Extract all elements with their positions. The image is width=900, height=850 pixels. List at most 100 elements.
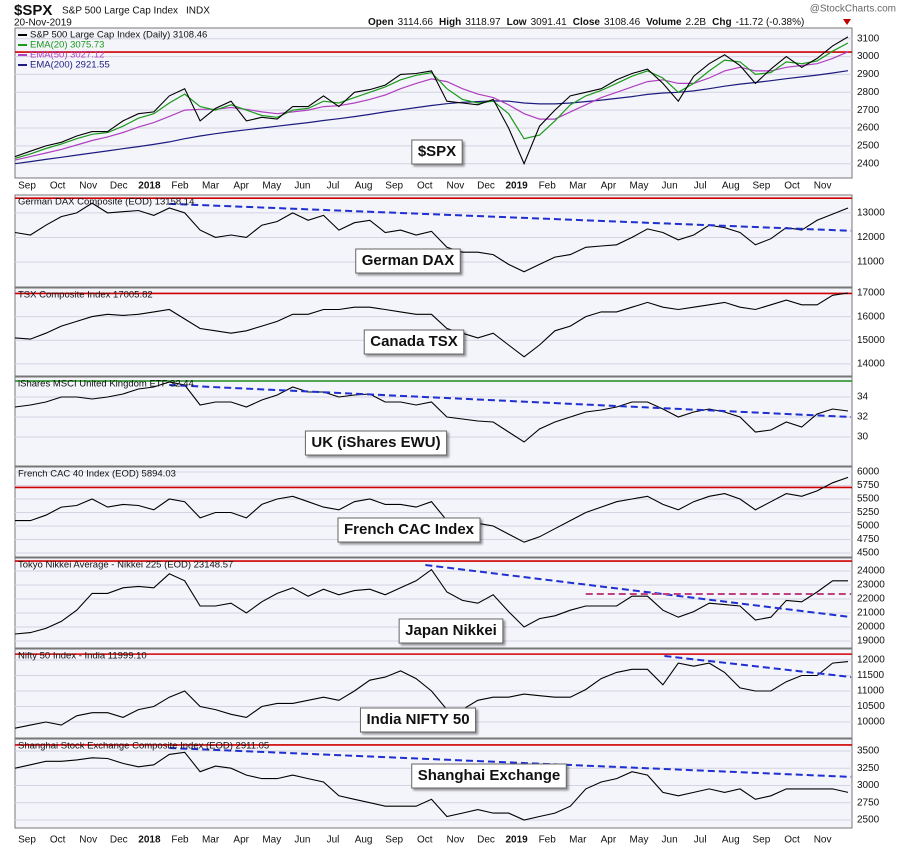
quote-label: Open (368, 17, 394, 28)
x-tick-label: Dec (110, 181, 128, 192)
y-tick-label: 4750 (857, 534, 880, 545)
x-tick-label: Jun (294, 181, 310, 192)
x-tick-label: Apr (233, 835, 249, 846)
y-tick-label: 12000 (857, 232, 885, 243)
y-tick-label: 5500 (857, 494, 880, 505)
y-tick-label: 19000 (857, 636, 885, 647)
label-box (355, 248, 461, 274)
trend-line (169, 202, 852, 232)
x-tick-label: Nov (447, 181, 465, 192)
y-tick-label: 3000 (857, 51, 880, 62)
price-line (15, 42, 849, 159)
index-name: S&P 500 Large Cap Index (62, 6, 178, 17)
x-tick-label: Apr (601, 835, 617, 846)
legend-entry: iShares MSCI United Kingdom ETF 32.44 (18, 379, 194, 390)
x-tick-label: Jul (694, 181, 707, 192)
x-tick-label: Oct (417, 835, 433, 846)
label-box (337, 517, 481, 543)
price-line (15, 292, 849, 358)
label-box (398, 618, 504, 644)
x-tick-label: Nov (79, 835, 97, 846)
quote-label: High (439, 17, 461, 28)
price-line (15, 661, 849, 729)
x-tick-label: Dec (477, 181, 495, 192)
x-tick-label: Aug (722, 181, 740, 192)
x-tick-label: Nov (447, 835, 465, 846)
x-tick-label: Jul (327, 181, 340, 192)
x-tick-label: May (262, 835, 281, 846)
x-tick-label: Sep (753, 835, 771, 846)
quote-value: 3108.46 (604, 17, 641, 28)
y-tick-label: 15000 (857, 335, 885, 346)
price-line (15, 36, 849, 166)
price-line (15, 51, 849, 161)
y-tick-label: 3500 (857, 746, 880, 757)
x-tick-label: May (630, 835, 649, 846)
legend-entry: EMA(50) 3027.12 (30, 50, 104, 61)
panel-background (14, 466, 853, 558)
x-tick-label: 2018 (138, 835, 161, 846)
x-tick-label: Mar (569, 181, 587, 192)
x-tick-label: Jun (662, 181, 678, 192)
y-tick-label: 23000 (857, 580, 885, 591)
quote-label: Volume (646, 17, 682, 28)
y-tick-label: 12000 (857, 655, 885, 666)
y-tick-label: 30 (857, 432, 869, 443)
y-tick-label: 2600 (857, 123, 880, 134)
x-tick-label: Feb (539, 181, 557, 192)
label-box (304, 430, 448, 456)
price-line (15, 568, 848, 635)
x-tick-label: Aug (355, 835, 373, 846)
x-tick-label: May (630, 181, 649, 192)
legend-entry: TSX Composite Index 17005.82 (18, 290, 153, 301)
y-tick-label: 13000 (857, 208, 885, 219)
y-tick-label: 5250 (857, 507, 880, 518)
y-tick-label: 17000 (857, 288, 885, 299)
y-tick-label: 2500 (857, 140, 880, 151)
x-tick-label: Jul (327, 835, 340, 846)
quote-label: Chg (712, 17, 731, 28)
trend-line (169, 746, 852, 778)
y-tick-label: 2900 (857, 69, 880, 80)
plot (15, 560, 852, 635)
panel-label: German DAX (362, 252, 455, 269)
price-line (15, 70, 849, 165)
trend-line (425, 564, 852, 619)
x-tick-label: Mar (202, 181, 220, 192)
x-tick-label: Nov (79, 181, 97, 192)
panel-label: Shanghai Exchange (418, 767, 561, 784)
x-tick-label: 2018 (138, 181, 161, 192)
x-tick-label: Oct (50, 181, 66, 192)
label-box (359, 707, 477, 733)
y-tick-label: 16000 (857, 311, 885, 322)
panel-label: French CAC Index (344, 521, 475, 538)
plot (15, 744, 852, 821)
legend-entry: EMA(20) 3075.73 (30, 40, 104, 51)
x-tick-label: Sep (18, 835, 36, 846)
y-tick-label: 2500 (857, 815, 880, 826)
y-tick-label: 11000 (857, 257, 885, 268)
y-tick-label: 32 (857, 412, 869, 423)
x-tick-label: Aug (722, 835, 740, 846)
x-tick-label: Mar (202, 835, 220, 846)
quote: Open 3114.66 High 3118.97 Low 3091.41 Close 310… (368, 17, 804, 28)
panel-label: Canada TSX (370, 333, 458, 350)
plot (15, 476, 852, 543)
y-tick-label: 2400 (857, 158, 880, 169)
x-tick-label: Oct (784, 835, 800, 846)
x-tick-label: Sep (18, 181, 36, 192)
panel-label: India NIFTY 50 (366, 711, 469, 728)
x-tick-label: Apr (601, 181, 617, 192)
legend-entry: German DAX Composite (EOD) 13158.14 (18, 197, 194, 208)
y-tick-label: 22000 (857, 594, 885, 605)
y-tick-label: 24000 (857, 566, 885, 577)
x-tick-label: Apr (233, 181, 249, 192)
label-box (411, 763, 567, 789)
legend-entry: Tokyo Nikkei Average - Nikkei 225 (EOD) … (18, 560, 233, 571)
price-line (15, 751, 849, 821)
quote-label: Close (573, 17, 601, 28)
x-tick-label: Nov (814, 835, 832, 846)
quote-value: -11.72 (-0.38%) (736, 17, 805, 28)
plot (15, 653, 852, 729)
